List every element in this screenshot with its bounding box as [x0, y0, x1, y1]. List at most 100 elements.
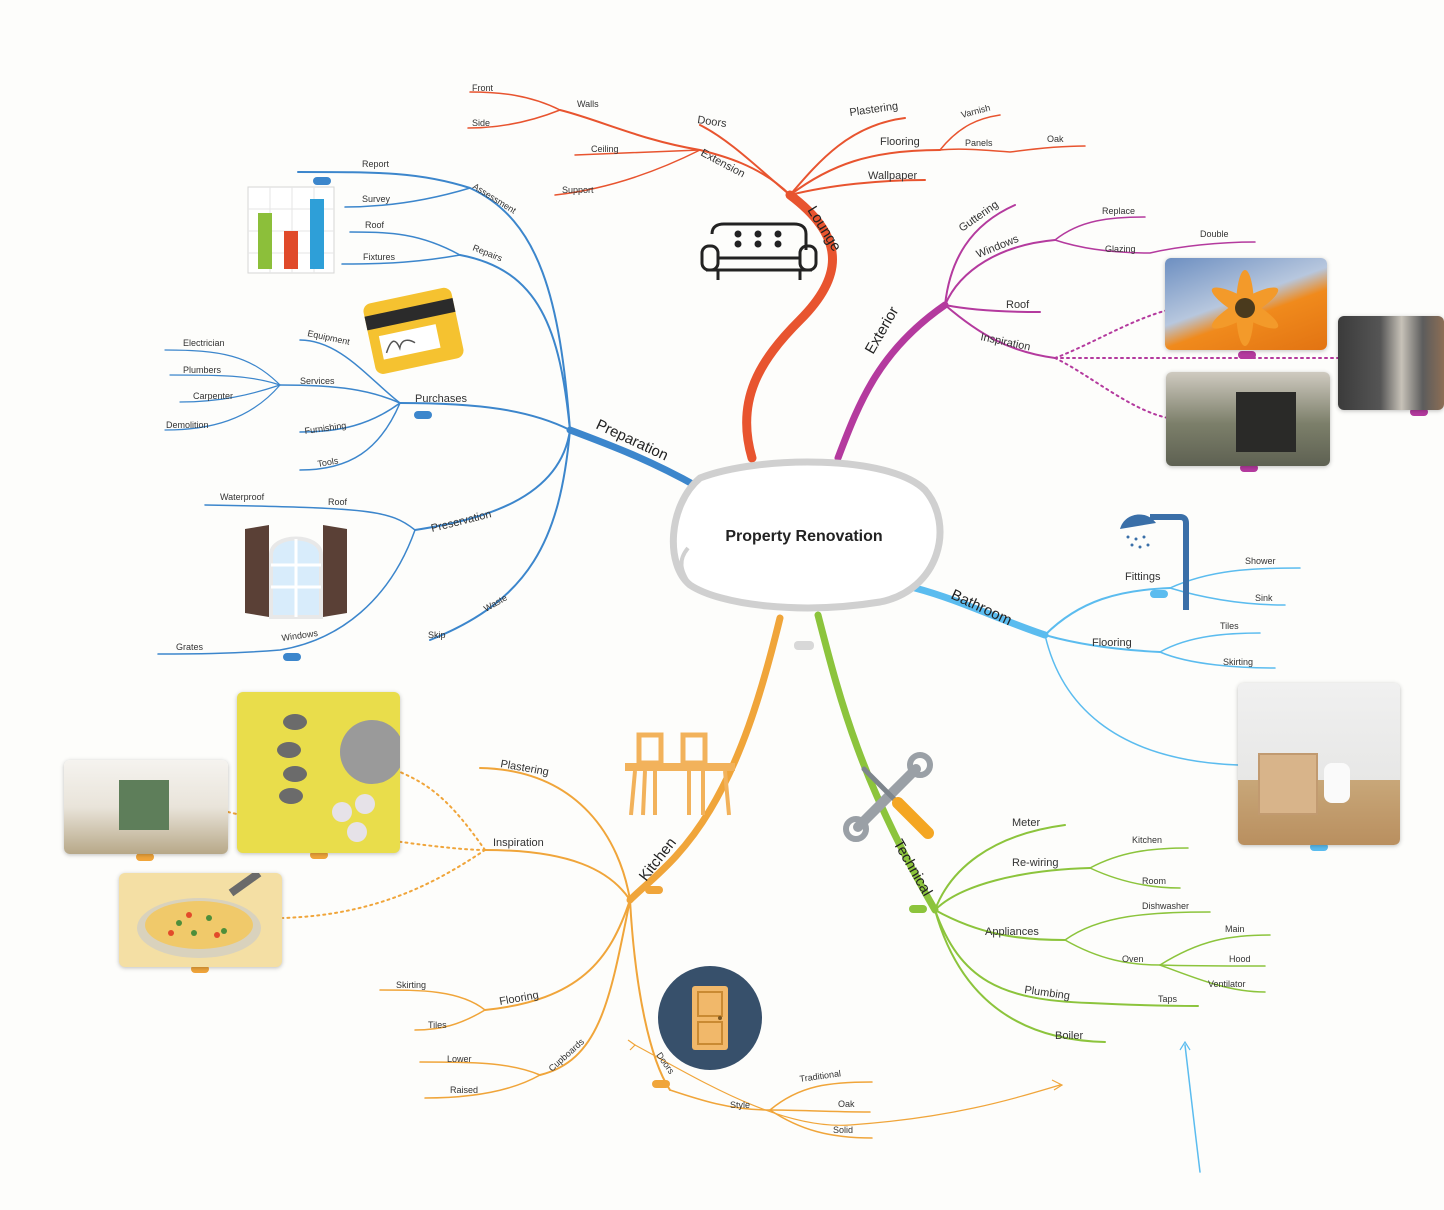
- lounge-panels: Panels: [965, 138, 993, 148]
- prep-plumbers: Plumbers: [183, 365, 222, 375]
- technical-hood: Hood: [1229, 954, 1251, 964]
- prep-repairs: Repairs: [471, 243, 504, 264]
- kitchen-solid: Solid: [833, 1125, 853, 1135]
- exterior-inspiration: Inspiration: [979, 331, 1031, 353]
- technical-oven: Oven: [1122, 954, 1144, 964]
- exterior-double: Double: [1200, 229, 1229, 239]
- prep-grates: Grates: [176, 642, 204, 652]
- exterior-roof: Roof: [1006, 299, 1030, 311]
- kitchen-spices-photo[interactable]: [237, 692, 400, 853]
- kitchen-skirting: Skirting: [396, 980, 426, 990]
- prep-report: Report: [362, 159, 390, 169]
- toilet: [1324, 763, 1350, 803]
- bathroom-tiles: Tiles: [1220, 621, 1239, 631]
- door-icon: [658, 966, 762, 1070]
- kitchen-raised: Raised: [450, 1085, 478, 1095]
- collapse-badges[interactable]: [136, 177, 1428, 1088]
- prep-fixtures: Fixtures: [363, 252, 396, 262]
- prep-furnishing: Furnishing: [304, 420, 347, 436]
- exterior-branch-lines: [834, 204, 1256, 462]
- prep-assessment: Assessment: [471, 181, 518, 216]
- kitchen-doorway: [119, 780, 169, 830]
- technical-boiler: Boiler: [1055, 1030, 1083, 1042]
- kitchen-link-arrow-start-icon: [627, 1039, 636, 1051]
- exterior-inspiration-links: [1054, 309, 1339, 419]
- kitchen-tiles: Tiles: [428, 1020, 447, 1030]
- prep-waste: Waste: [482, 592, 509, 613]
- central-collapse-badge[interactable]: [794, 641, 814, 650]
- dining-table-icon: [625, 732, 735, 816]
- preparation-branch-lines: [157, 171, 702, 655]
- shower-icon: [1120, 514, 1189, 610]
- lounge-ceiling: Ceiling: [591, 144, 619, 154]
- technical-rewiring: Re-wiring: [1012, 857, 1058, 869]
- kitchen-inspiration: Inspiration: [493, 837, 544, 849]
- exterior-windows: Windows: [975, 233, 1021, 261]
- lounge-front: Front: [472, 83, 494, 93]
- prep-skip: Skip: [428, 630, 446, 640]
- prep-preservation: Preservation: [430, 508, 493, 535]
- exterior-tiles-photo[interactable]: [1338, 316, 1444, 410]
- prep-demolition: Demolition: [166, 420, 209, 430]
- technical-kitchen: Kitchen: [1132, 835, 1162, 845]
- central-node[interactable]: Property Renovation: [669, 458, 944, 612]
- technical-main: Main: [1225, 924, 1245, 934]
- kitchen-branch-lines: [379, 614, 1061, 1139]
- technical-dishwasher: Dishwasher: [1142, 901, 1189, 911]
- lounge-plastering: Plastering: [849, 100, 899, 119]
- lounge-wallpaper: Wallpaper: [868, 170, 917, 182]
- exterior-glazing: Glazing: [1105, 244, 1136, 254]
- kitchen-link-arrow-icon: [1051, 1079, 1064, 1091]
- technical-taps: Taps: [1158, 994, 1178, 1004]
- central-title: Property Renovation: [725, 528, 882, 545]
- technical-appliances: Appliances: [985, 926, 1039, 938]
- exterior-house-photo[interactable]: [1166, 372, 1330, 466]
- bar-chart-icon: [247, 186, 335, 274]
- vanity-cabinet: [1258, 753, 1318, 815]
- bathroom-fittings: Fittings: [1125, 571, 1161, 583]
- lounge-walls: Walls: [577, 99, 599, 109]
- prep-electrician: Electrician: [183, 338, 225, 348]
- lounge-support: Support: [562, 185, 594, 195]
- kitchen-labels: Kitchen Plastering Inspiration Flooring …: [396, 758, 855, 1135]
- prep-services: Services: [300, 376, 335, 386]
- technical-meter: Meter: [1012, 817, 1040, 829]
- kitchen-plastering: Plastering: [499, 758, 549, 778]
- sofa-icon: [700, 222, 818, 280]
- bathroom-branch-lines: [911, 567, 1301, 1173]
- exterior-replace: Replace: [1102, 206, 1135, 216]
- bathroom-link-arrow-icon: [1179, 1040, 1191, 1051]
- lounge-flooring: Flooring: [880, 136, 920, 148]
- prep-roof2: Roof: [328, 497, 348, 507]
- bathroom-label: Bathroom: [948, 586, 1014, 629]
- preparation-labels: Preparation Assessment Report Survey Rep…: [166, 159, 671, 652]
- flower-icon: [1211, 270, 1279, 346]
- kitchen-room-photo[interactable]: [64, 760, 228, 854]
- bathroom-shower: Shower: [1245, 556, 1276, 566]
- kitchen-food-photo[interactable]: [119, 873, 282, 967]
- prep-survey: Survey: [362, 194, 391, 204]
- house-window: [1236, 392, 1296, 452]
- exterior-flower-photo[interactable]: [1165, 258, 1327, 350]
- technical-label: Technical: [890, 837, 936, 900]
- technical-branch-lines: [814, 611, 1271, 1043]
- kitchen-traditional: Traditional: [799, 1068, 842, 1084]
- kitchen-cupboards: Cupboards: [547, 1036, 587, 1073]
- technical-ventilator: Ventilator: [1208, 979, 1246, 989]
- kitchen-lower: Lower: [447, 1054, 472, 1064]
- prep-purchases: Purchases: [415, 393, 467, 405]
- lounge-doors: Doors: [697, 114, 728, 130]
- bathroom-photo[interactable]: [1238, 683, 1400, 845]
- prep-tools: Tools: [317, 455, 340, 469]
- tools-icon: [843, 752, 934, 842]
- lounge-labels: Lounge Doors Extension Walls Front Side …: [472, 83, 1064, 255]
- lounge-oak: Oak: [1047, 134, 1064, 144]
- prep-equipment: Equipment: [307, 328, 352, 347]
- credit-card-icon: [363, 287, 464, 374]
- pot-icon: [137, 873, 262, 958]
- lounge-side: Side: [472, 118, 490, 128]
- bathroom-skirting: Skirting: [1223, 657, 1253, 667]
- window-shutters-icon: [245, 525, 347, 619]
- bathroom-flooring: Flooring: [1092, 637, 1132, 649]
